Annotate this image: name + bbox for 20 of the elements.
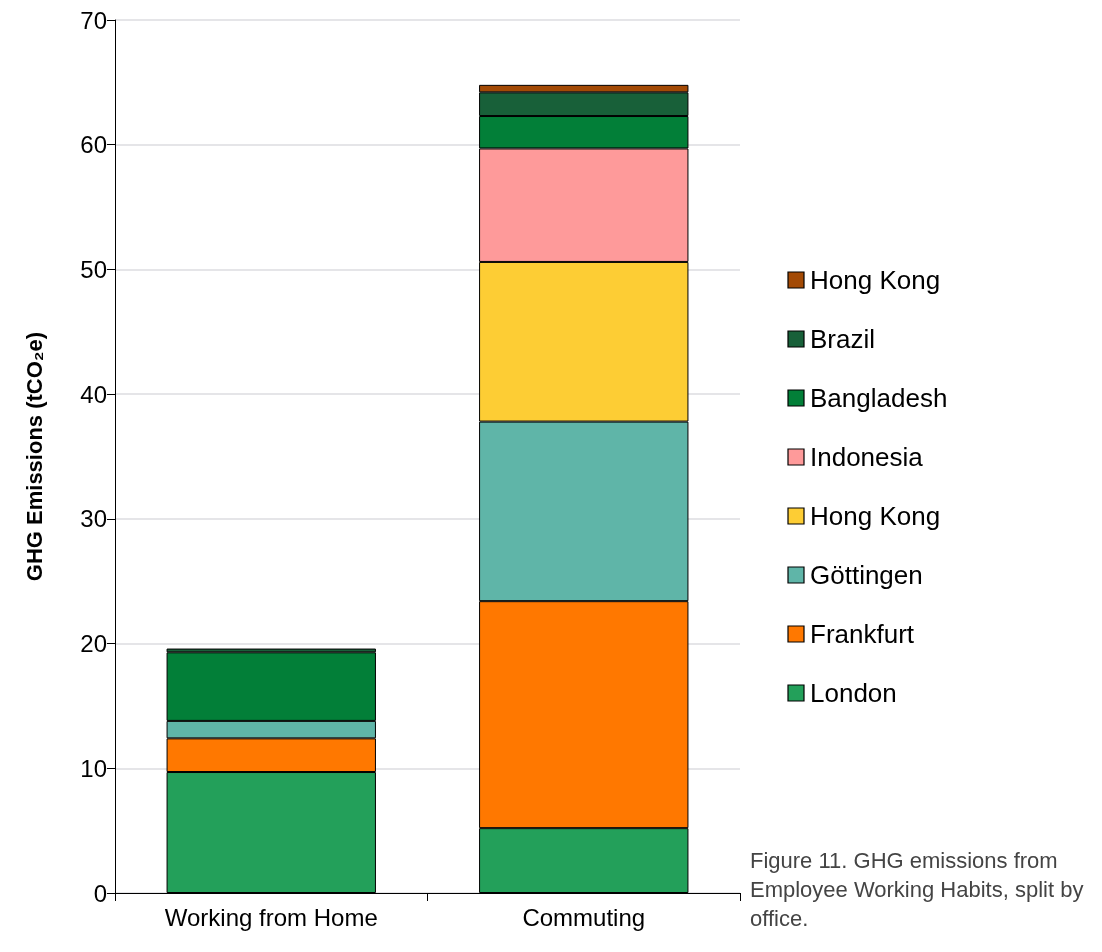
y-tick-label: 70 <box>80 6 107 34</box>
legend-label: London <box>810 678 897 708</box>
y-tick-label: 0 <box>93 879 107 907</box>
legend-label: Frankfurt <box>810 619 915 649</box>
y-tick-label: 20 <box>80 630 107 658</box>
y-tick-label: 30 <box>80 505 107 533</box>
legend-label: Indonesia <box>810 442 924 472</box>
x-tick-label: Commuting <box>522 903 646 931</box>
y-tick-label: 40 <box>80 380 107 408</box>
legend-label: Brazil <box>810 324 876 354</box>
legend-label: Hong Kong <box>810 265 941 295</box>
y-tick-label: 10 <box>80 754 107 782</box>
legend-label: Bangladesh <box>810 383 948 413</box>
y-tick-label: 60 <box>80 131 107 159</box>
y-tick-label: 50 <box>80 255 107 283</box>
legend-label: Hong Kong <box>810 501 941 531</box>
caption: Figure 11. GHG emissions from Employee Working Habits, split by office. <box>750 848 1090 931</box>
x-tick-label: Working from Home <box>164 903 378 931</box>
y-axis-title: GHG Emissions (tCO₂e) <box>21 331 47 582</box>
legend-label: Göttingen <box>810 560 923 590</box>
